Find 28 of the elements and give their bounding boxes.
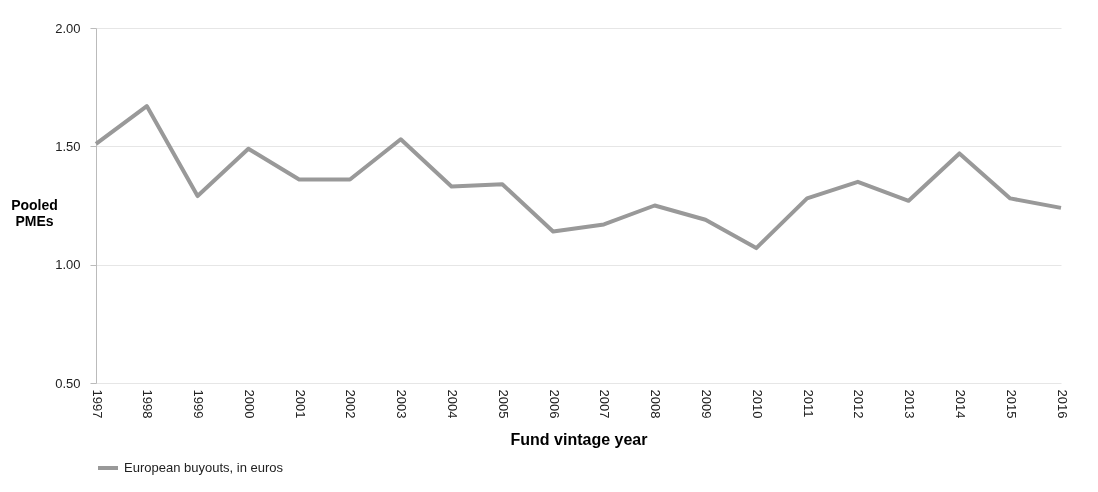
x-tick-label: 1997	[89, 389, 105, 419]
x-tick-label: 2000	[241, 389, 257, 419]
x-tick-label: 2007	[597, 389, 613, 419]
x-tick-label: 1998	[140, 389, 156, 419]
x-tick-label: 2005	[495, 389, 511, 419]
y-tick-label: 0.50	[55, 375, 81, 391]
y-tick-label: 1.50	[55, 138, 81, 154]
y-tick-label: 2.00	[55, 20, 81, 36]
x-tick-label: 2009	[698, 389, 714, 419]
x-tick-label: 2002	[343, 389, 359, 419]
y-axis-title: Pooled PMEs	[11, 197, 58, 229]
x-axis-title: Fund vintage year	[510, 431, 648, 449]
x-tick-label: 2012	[851, 389, 867, 419]
line-series	[94, 104, 1063, 251]
x-tick-label: 2003	[394, 389, 410, 419]
x-tick-label: 2011	[800, 389, 816, 418]
x-tick-label: 2013	[902, 389, 918, 419]
x-tick-label: 1999	[191, 389, 207, 419]
x-tick-label: 2006	[546, 389, 562, 419]
x-tick-label: 2001	[292, 389, 308, 419]
x-tick-label: 2010	[749, 389, 765, 419]
y-tick-label: 1.00	[55, 257, 81, 273]
x-tick-label: 2016	[1054, 389, 1070, 419]
x-tick-label: 2008	[648, 389, 664, 419]
x-tick-label: 2015	[1003, 389, 1019, 419]
x-tick-label: 2014	[952, 389, 968, 419]
legend-label: European buyouts, in euros	[124, 460, 284, 475]
x-tick-label: 2004	[445, 389, 461, 419]
